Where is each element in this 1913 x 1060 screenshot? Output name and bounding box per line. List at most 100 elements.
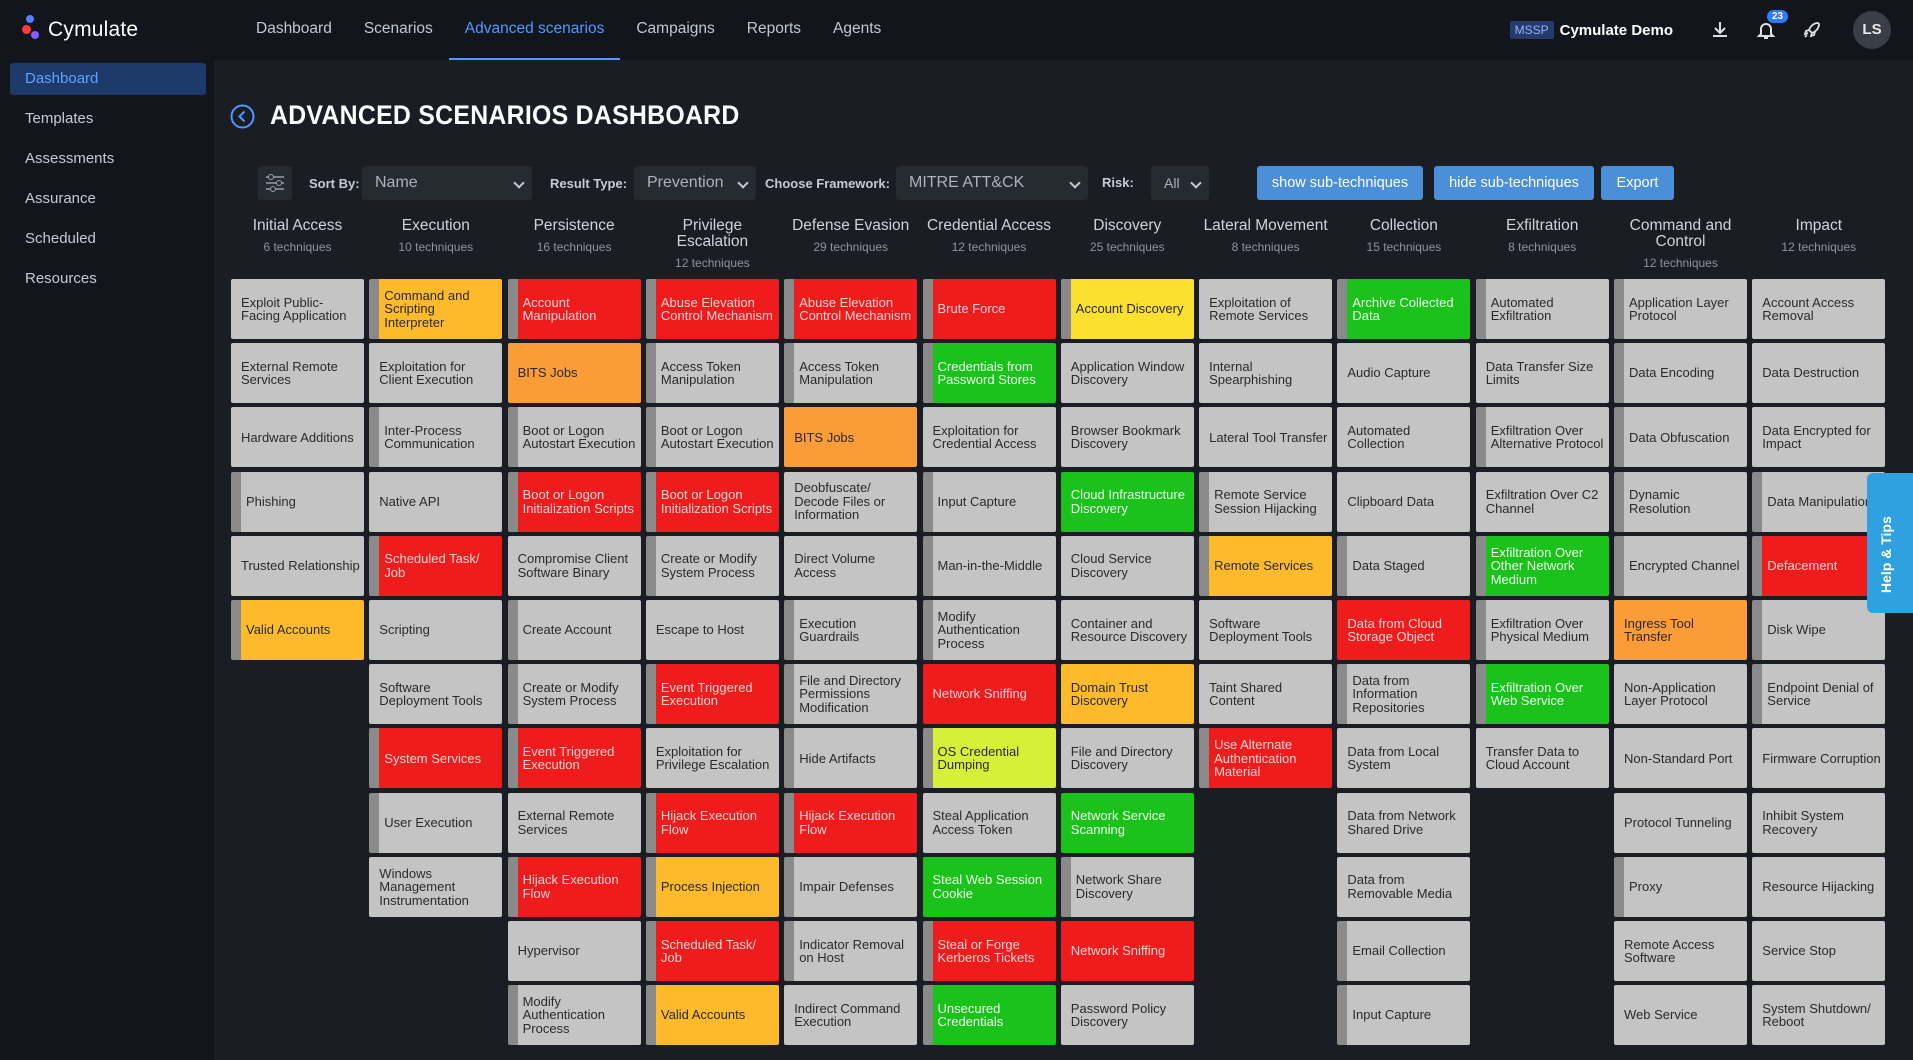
technique-cell[interactable]: Clipboard Data — [1337, 471, 1471, 532]
technique-cell[interactable]: Escape to Host — [645, 600, 779, 660]
technique-cell[interactable]: Abuse Elevation Control Mechanism — [784, 279, 918, 339]
technique-cell[interactable]: Scripting — [369, 600, 503, 660]
nav-advanced-scenarios[interactable]: Advanced scenarios — [448, 0, 621, 60]
technique-cell[interactable]: Exfiltration Over Physical Medium — [1475, 600, 1609, 660]
technique-cell[interactable]: Resource Hijacking — [1752, 856, 1886, 917]
technique-cell[interactable]: Hijack Execution Flow — [784, 792, 918, 853]
technique-cell[interactable]: Create or Modify System Process — [507, 664, 641, 725]
technique-cell[interactable]: Modify Authentication Process — [922, 600, 1056, 660]
sidebar-item-templates[interactable]: Templates — [25, 110, 94, 127]
technique-cell[interactable]: Remote Service Session Hijacking — [1199, 471, 1333, 532]
technique-cell[interactable]: Phishing — [231, 471, 364, 532]
technique-cell[interactable]: Application Layer Protocol — [1614, 279, 1747, 339]
technique-cell[interactable]: BITS Jobs — [784, 407, 918, 468]
technique-cell[interactable]: Dynamic Resolution — [1614, 471, 1747, 532]
technique-cell[interactable]: Application Window Discovery — [1060, 343, 1194, 404]
technique-cell[interactable]: File and Directory Discovery — [1060, 728, 1194, 789]
technique-cell[interactable]: Protocol Tunneling — [1614, 792, 1747, 853]
technique-cell[interactable]: System Shutdown/ Reboot — [1752, 985, 1886, 1046]
technique-cell[interactable]: BITS Jobs — [507, 343, 641, 404]
technique-cell[interactable]: Credentials from Password Stores — [922, 343, 1056, 404]
technique-cell[interactable]: Account Discovery — [1060, 279, 1194, 339]
technique-cell[interactable]: Exploit Public-Facing Application — [231, 279, 364, 339]
technique-cell[interactable]: Exploitation of Remote Services — [1199, 279, 1333, 339]
technique-cell[interactable]: Indirect Command Execution — [784, 985, 918, 1046]
technique-cell[interactable]: Windows Management Instrumentation — [369, 856, 503, 917]
technique-cell[interactable]: Container and Resource Discovery — [1060, 600, 1194, 660]
technique-cell[interactable]: Command and Scripting Interpreter — [369, 279, 503, 339]
help-tips-tab[interactable]: Help & Tips — [1867, 473, 1913, 613]
technique-cell[interactable]: Modify Authentication Process — [507, 985, 641, 1046]
technique-cell[interactable]: Event Triggered Execution — [645, 664, 779, 725]
technique-cell[interactable]: Password Policy Discovery — [1060, 985, 1194, 1046]
technique-cell[interactable]: Remote Access Software — [1614, 921, 1747, 981]
technique-cell[interactable]: Execution Guardrails — [784, 600, 918, 660]
nav-agents[interactable]: Agents — [833, 20, 882, 37]
technique-cell[interactable]: Data Destruction — [1752, 343, 1886, 404]
technique-cell[interactable]: Ingress Tool Transfer — [1614, 600, 1747, 660]
technique-cell[interactable]: Steal Application Access Token — [922, 792, 1056, 853]
technique-cell[interactable]: Software Deployment Tools — [1199, 600, 1333, 660]
technique-cell[interactable]: Taint Shared Content — [1199, 664, 1333, 725]
technique-cell[interactable]: Lateral Tool Transfer — [1199, 407, 1333, 468]
technique-cell[interactable]: Hijack Execution Flow — [645, 792, 779, 853]
sort-by-select[interactable]: Name — [362, 166, 532, 200]
technique-cell[interactable]: Exfiltration Over Alternative Protocol — [1475, 407, 1609, 468]
technique-cell[interactable]: Encrypted Channel — [1614, 535, 1747, 596]
technique-cell[interactable]: Trusted Relationship — [231, 535, 364, 596]
technique-cell[interactable]: Automated Collection — [1337, 407, 1471, 468]
technique-cell[interactable]: Valid Accounts — [645, 985, 779, 1046]
technique-cell[interactable]: Create Account — [507, 600, 641, 660]
technique-cell[interactable]: OS Credential Dumping — [922, 728, 1056, 789]
technique-cell[interactable]: Boot or Logon Autostart Execution — [645, 407, 779, 468]
technique-cell[interactable]: Access Token Manipulation — [645, 343, 779, 404]
technique-cell[interactable]: External Remote Services — [231, 343, 364, 404]
technique-cell[interactable]: Valid Accounts — [231, 600, 364, 660]
sidebar-item-dashboard[interactable]: Dashboard — [10, 63, 206, 95]
technique-cell[interactable]: Hardware Additions — [231, 407, 364, 468]
technique-cell[interactable]: Brute Force — [922, 279, 1056, 339]
technique-cell[interactable]: Hide Artifacts — [784, 728, 918, 789]
framework-select[interactable]: MITRE ATT&CK — [896, 166, 1088, 200]
technique-cell[interactable]: Data from Removable Media — [1337, 856, 1471, 917]
technique-cell[interactable]: Browser Bookmark Discovery — [1060, 407, 1194, 468]
account-name[interactable]: Cymulate Demo — [1559, 21, 1673, 39]
technique-cell[interactable]: Account Manipulation — [507, 279, 641, 339]
technique-cell[interactable]: Use Alternate Authentication Material — [1199, 728, 1333, 789]
technique-cell[interactable]: Boot or Logon Initialization Scripts — [507, 471, 641, 532]
sidebar-item-assessments[interactable]: Assessments — [25, 150, 115, 167]
sidebar-item-assurance[interactable]: Assurance — [25, 190, 96, 207]
technique-cell[interactable]: Exfiltration Over Web Service — [1475, 664, 1609, 725]
technique-cell[interactable]: Exfiltration Over C2 Channel — [1475, 471, 1609, 532]
nav-campaigns[interactable]: Campaigns — [636, 20, 715, 37]
technique-cell[interactable]: Inhibit System Recovery — [1752, 792, 1886, 853]
technique-cell[interactable]: Web Service — [1614, 985, 1747, 1046]
rocket-icon[interactable] — [1801, 19, 1823, 41]
technique-cell[interactable]: Data Encoding — [1614, 343, 1747, 404]
technique-cell[interactable]: Data Transfer Size Limits — [1475, 343, 1609, 404]
technique-cell[interactable]: Hypervisor — [507, 921, 641, 981]
user-avatar[interactable]: LS — [1853, 11, 1891, 49]
technique-cell[interactable]: Process Injection — [645, 856, 779, 917]
technique-cell[interactable]: Email Collection — [1337, 921, 1471, 981]
technique-cell[interactable]: Create or Modify System Process — [645, 535, 779, 596]
technique-cell[interactable]: Service Stop — [1752, 921, 1886, 981]
technique-cell[interactable]: Deobfuscate/ Decode Files or Information — [784, 471, 918, 532]
technique-cell[interactable]: Data from Information Repositories — [1337, 664, 1471, 725]
technique-cell[interactable]: Data from Cloud Storage Object — [1337, 600, 1471, 660]
technique-cell[interactable]: Network Sniffing — [1060, 921, 1194, 981]
sidebar-item-scheduled[interactable]: Scheduled — [25, 230, 96, 247]
technique-cell[interactable]: Scheduled Task/ Job — [369, 535, 503, 596]
technique-cell[interactable]: Data Manipulation — [1752, 471, 1886, 532]
technique-cell[interactable]: Cloud Service Discovery — [1060, 535, 1194, 596]
technique-cell[interactable]: Endpoint Denial of Service — [1752, 664, 1886, 725]
technique-cell[interactable]: Domain Trust Discovery — [1060, 664, 1194, 725]
bell-icon[interactable]: 23 — [1755, 10, 1789, 41]
technique-cell[interactable]: Impair Defenses — [784, 856, 918, 917]
technique-cell[interactable]: Transfer Data to Cloud Account — [1475, 728, 1609, 789]
technique-cell[interactable]: Abuse Elevation Control Mechanism — [645, 279, 779, 339]
technique-cell[interactable]: Software Deployment Tools — [369, 664, 503, 725]
technique-cell[interactable]: File and Directory Permissions Modificat… — [784, 664, 918, 725]
technique-cell[interactable]: System Services — [369, 728, 503, 789]
technique-cell[interactable]: Account Access Removal — [1752, 279, 1886, 339]
